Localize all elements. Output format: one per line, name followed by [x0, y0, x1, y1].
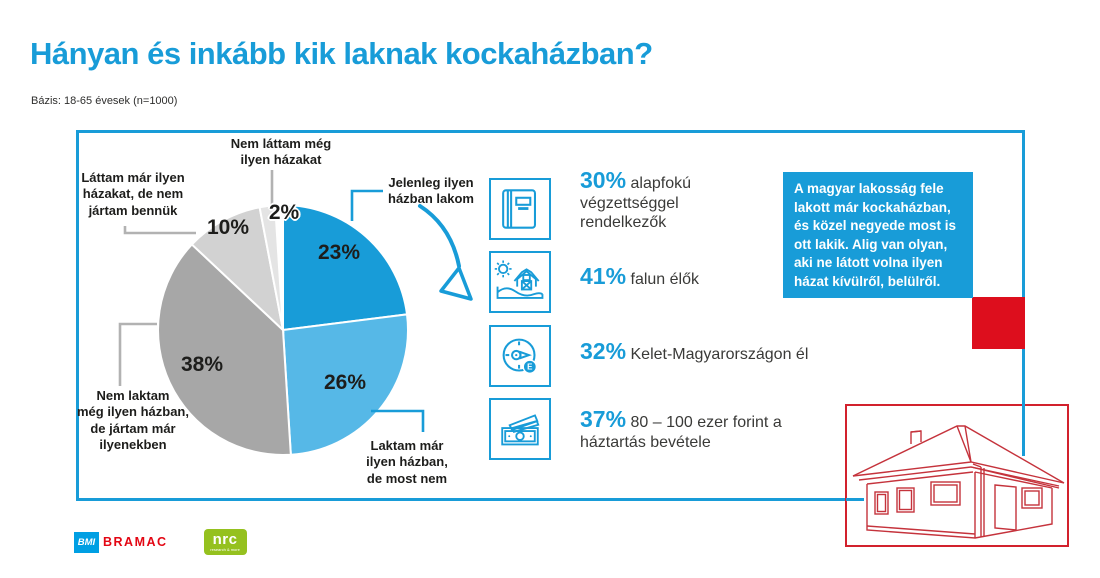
bmi-bramac-logo: BMI BRAMAC [74, 531, 168, 553]
callout-label-10pct: Láttam már ilyen házakat, de nem jártam … [81, 170, 185, 218]
sample-basis-note: Bázis: 18-65 évesek (n=1000) [31, 95, 178, 107]
stat-income: 37% 80 – 100 ezer forint a háztartás bev… [580, 408, 806, 452]
bramac-logo-text: BRAMAC [103, 535, 168, 549]
pie-value-26: 26% [323, 371, 367, 394]
stat-village-text: falun élők [630, 271, 700, 288]
page-title: Hányan és inkább kik laknak kockaházban? [30, 36, 653, 71]
nrc-logo-text: nrc [212, 531, 238, 548]
callout-label-23pct: Jelenleg ilyen házban lakom [388, 175, 474, 207]
frame-segment-bottom [846, 498, 864, 501]
stat-education-value: 30% [580, 167, 627, 193]
book-icon [489, 178, 551, 240]
stat-region-text: Kelet-Magyarországon él [630, 346, 809, 363]
callout-label-38pct: Nem laktam még ilyen házban, de jártam m… [77, 388, 189, 453]
footer-logos: BMI BRAMAC nrc research & more [74, 528, 247, 556]
nrc-logo: nrc research & more [203, 529, 247, 555]
stat-region: 32% Kelet-Magyarországon él [580, 340, 870, 365]
nrc-logo-subtext: research & more [210, 547, 240, 552]
compass-east-icon: E [489, 325, 551, 387]
pie-value-23: 23% [317, 241, 361, 264]
east-badge-label: E [527, 363, 532, 372]
pie-value-2: 2% [268, 201, 300, 224]
callout-label-26pct: Laktam már ilyen házban, de most nem [366, 438, 448, 486]
pie-value-38: 38% [180, 353, 224, 376]
stat-region-value: 32% [580, 338, 627, 364]
pie-value-10: 10% [206, 216, 250, 239]
red-accent-square [972, 297, 1025, 349]
stat-income-text: 80 – 100 ezer forint a háztartás bevétel… [580, 414, 782, 451]
stat-village-value: 41% [580, 263, 627, 289]
house-illustration [852, 425, 1065, 539]
stat-village: 41% falun élők [580, 265, 840, 290]
bmi-logo-badge: BMI [74, 531, 99, 553]
callout-label-2pct: Nem láttam még ilyen házakat [230, 136, 332, 168]
money-icon [489, 398, 551, 460]
stat-income-value: 37% [580, 406, 627, 432]
stat-education-text: alapfokú végzettséggel rendelkezők [580, 175, 691, 231]
frame-segment-right [1022, 404, 1025, 456]
farm-icon [489, 251, 551, 313]
stat-education: 30% alapfokú végzettséggel rendelkezők [580, 169, 750, 233]
summary-info-box: A magyar lakosság fele lakott már kockah… [783, 172, 973, 298]
